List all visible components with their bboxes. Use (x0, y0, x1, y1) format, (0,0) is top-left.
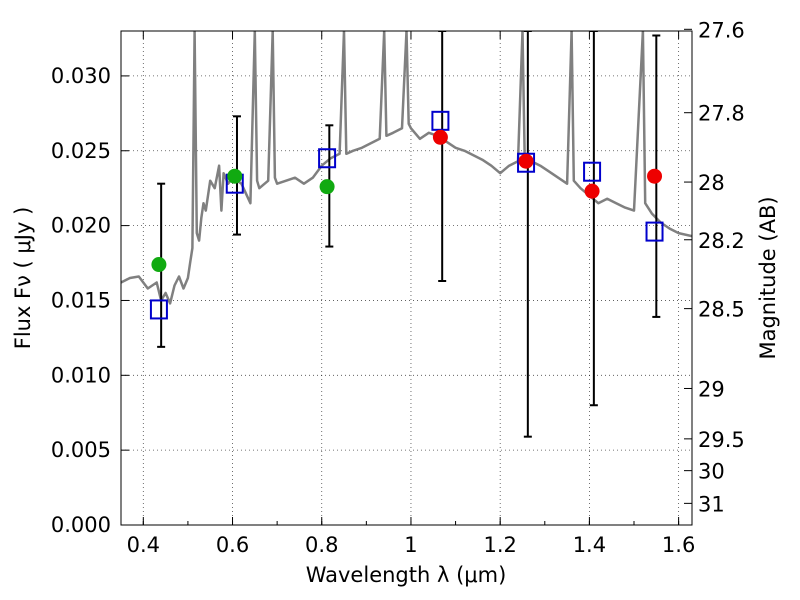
mag-tick-label: 29 (698, 377, 725, 401)
x-tick-label: 1.4 (573, 533, 606, 557)
red-data-point (518, 153, 534, 169)
y-tick-label: 0.005 (51, 438, 111, 462)
y-tick-label: 0.000 (51, 513, 111, 537)
x-tick-label: 1.6 (662, 533, 695, 557)
red-data-point (432, 129, 448, 145)
x-tick-label: 0.4 (127, 533, 160, 557)
mag-tick-label: 28.5 (698, 298, 745, 322)
mag-tick-label: 28.2 (698, 229, 745, 253)
x-tick-label: 0.6 (216, 533, 249, 557)
model-square-point (583, 161, 602, 182)
x-tick-labels: 0.4 0.6 0.8 1 1.2 1.4 1.6 (127, 533, 696, 557)
green-data-point (227, 168, 243, 184)
tick-marks (121, 28, 692, 526)
magnitude-tick-labels: 27.6 27.8 28 28.2 28.5 29 29.5 30 31 (698, 18, 745, 516)
y-tick-label: 0.020 (51, 214, 111, 238)
green-data-point (319, 179, 335, 195)
y-tick-label: 0.025 (51, 139, 111, 163)
model-square-point (431, 110, 450, 131)
x-tick-label: 0.8 (305, 533, 338, 557)
plot-frame (120, 30, 693, 526)
y-axis-label: Flux Fν ( μJy ) (11, 207, 35, 350)
grid-lines (121, 31, 692, 525)
mag-tick-label: 29.5 (698, 428, 745, 452)
x-tick-label: 1.2 (483, 533, 516, 557)
model-square-point (318, 148, 337, 169)
red-data-point (584, 183, 600, 199)
red-data-point (647, 168, 663, 184)
series-group (121, 31, 692, 438)
mag-tick-label: 27.6 (698, 18, 745, 42)
y-tick-labels: 0.000 0.005 0.010 0.015 0.020 0.025 0.030 (51, 64, 111, 537)
model-square-point (645, 221, 664, 242)
y-tick-label: 0.030 (51, 64, 111, 88)
y-tick-label: 0.015 (51, 288, 111, 312)
mag-tick-label: 30 (698, 460, 725, 484)
y-tick-label: 0.010 (51, 363, 111, 387)
green-data-point (151, 257, 167, 273)
mag-tick-label: 28 (698, 171, 725, 195)
x-axis-label: Wavelength λ (μm) (306, 563, 507, 587)
mag-tick-label: 31 (698, 492, 725, 516)
model-square-point (149, 299, 168, 320)
spectrum-line (121, 31, 692, 305)
mag-tick-label: 27.8 (698, 102, 745, 126)
y-axis-label-right: Magnitude (AB) (756, 196, 780, 359)
x-tick-label: 1 (404, 533, 417, 557)
model-square-point (517, 152, 536, 173)
plot-area (121, 31, 692, 438)
